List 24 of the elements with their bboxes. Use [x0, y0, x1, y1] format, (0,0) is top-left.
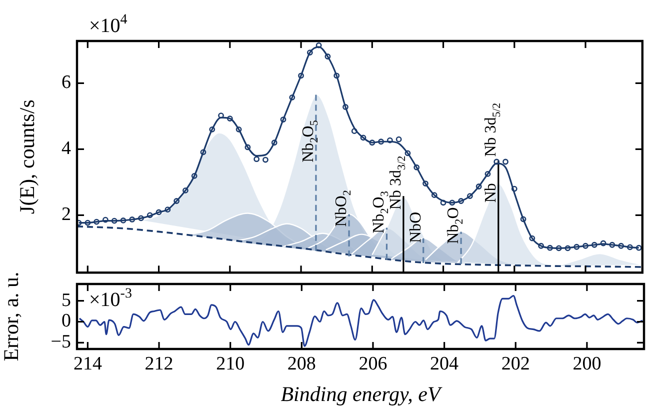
x-tick-label: 212 [144, 353, 174, 374]
annotation: Nb 3d3/2 [387, 156, 408, 210]
annotation: Nb2O5 [300, 120, 320, 162]
x-tick-label: 200 [572, 353, 602, 374]
x-tick-label: 206 [358, 353, 388, 374]
y-axis-title: Error, a. u. [0, 272, 23, 362]
y-tick-label: −5 [50, 332, 71, 353]
annotation: NbO [407, 212, 424, 243]
x-tick-label: 210 [216, 353, 245, 374]
y-tick-label: 2 [62, 204, 71, 226]
y-tick-label: 6 [62, 72, 71, 94]
x-tick-label: 214 [73, 353, 102, 374]
annotation: Nb2O [445, 207, 466, 244]
x-tick-label: 208 [287, 353, 316, 374]
x-tick-label: 204 [430, 353, 460, 374]
x-axis-title: Binding energy, eV [280, 382, 442, 406]
y-tick-label: 4 [62, 138, 72, 160]
annotation: NbO2 [333, 190, 354, 227]
annotation: Nb [482, 183, 500, 203]
y-axis-title: J(E), counts/s [15, 100, 39, 214]
annotation: Nb 3d5/2 [482, 102, 503, 157]
x-tick-label: 202 [501, 353, 530, 374]
y-tick-label: 0 [62, 310, 71, 332]
y-tick-label: 5 [62, 290, 71, 311]
